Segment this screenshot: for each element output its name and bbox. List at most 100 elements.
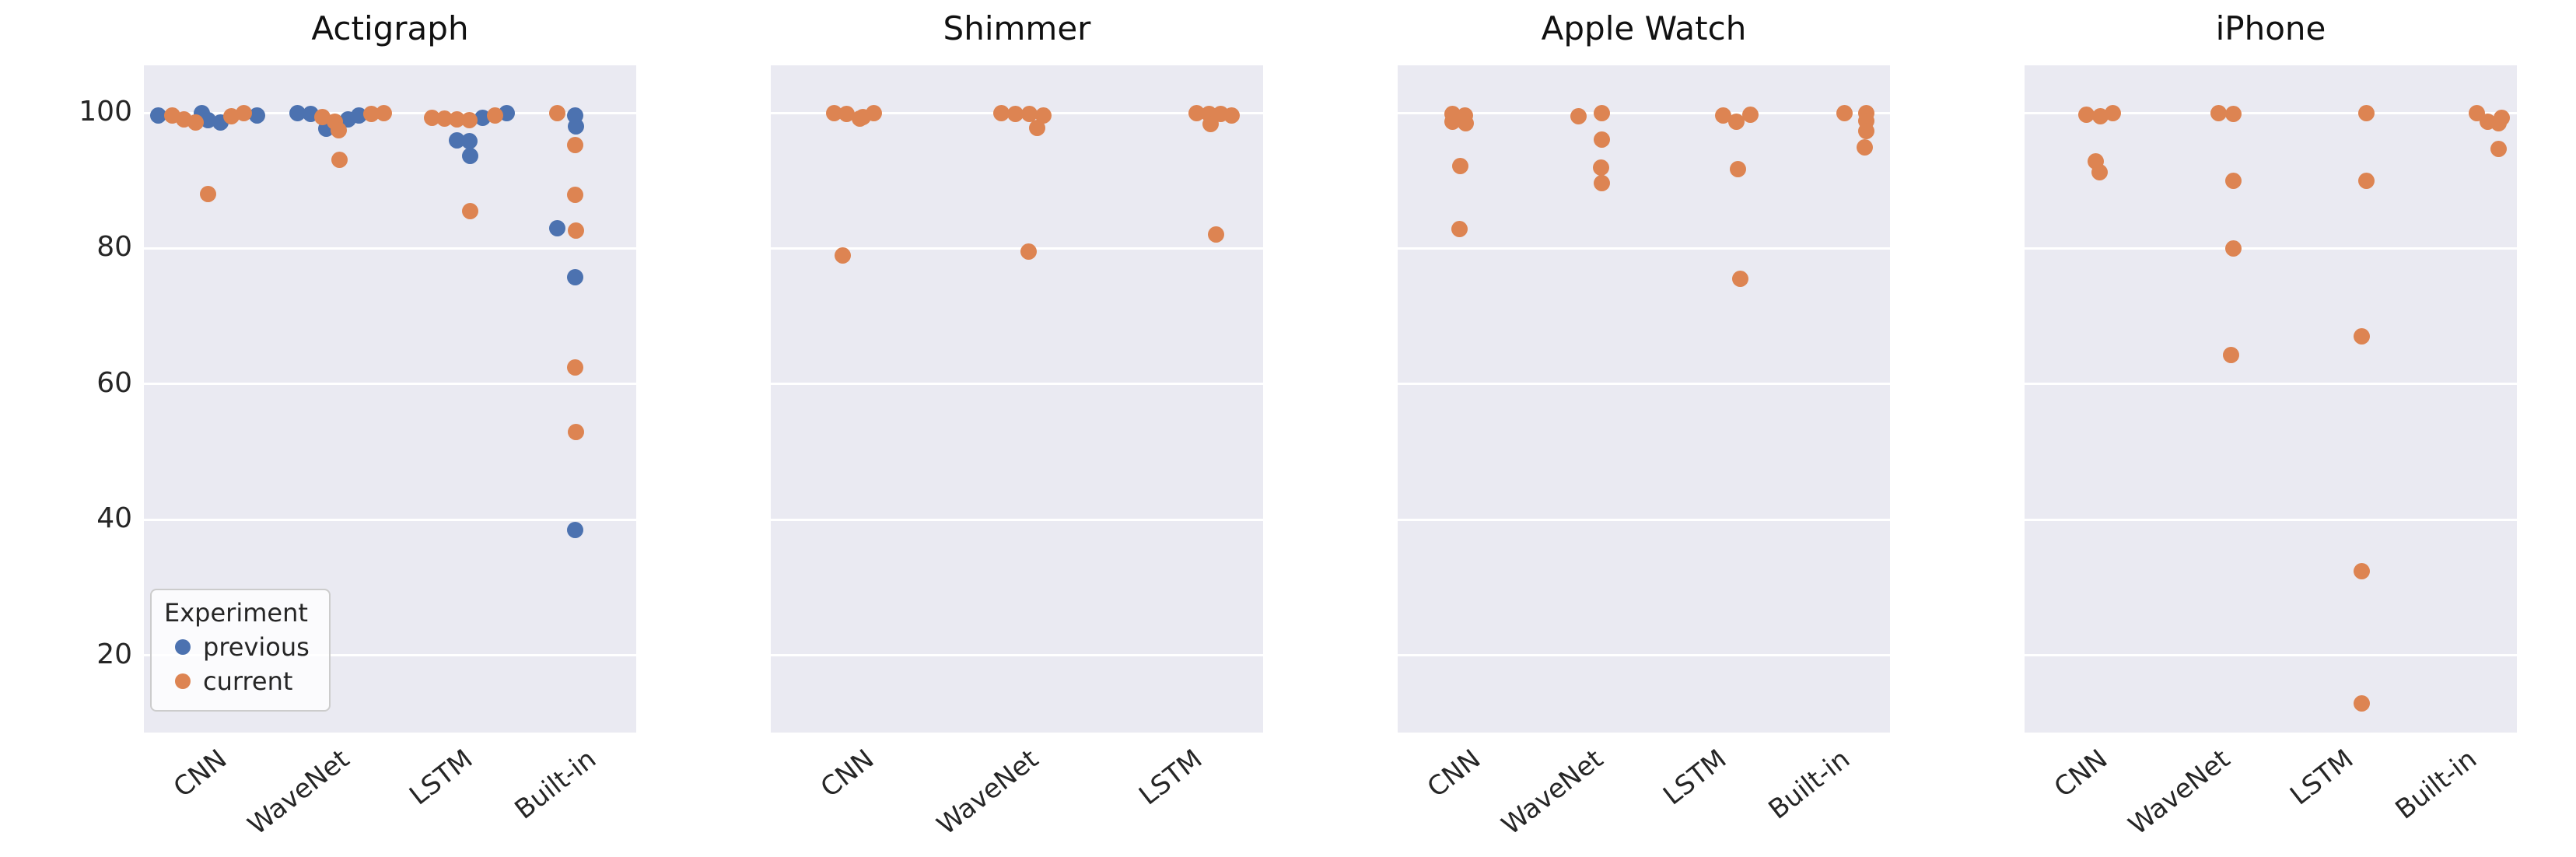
data-point-current	[1021, 106, 1038, 123]
data-point-current	[1188, 105, 1205, 122]
data-point-current	[1732, 271, 1749, 288]
plot-area-shimmer	[771, 65, 1263, 733]
data-point-current	[1836, 104, 1853, 121]
data-point-previous	[568, 117, 585, 135]
data-point-previous	[449, 132, 466, 149]
legend-marker-previous-icon	[175, 639, 191, 655]
data-point-current	[2077, 107, 2095, 124]
x-tick-label-wavenet: WaveNet	[1496, 743, 1610, 841]
x-tick-label-cnn: CNN	[814, 743, 880, 804]
gridline-60	[144, 383, 636, 386]
y-tick-label-80: 80	[96, 231, 132, 264]
data-point-current	[2358, 104, 2375, 121]
data-point-current	[2224, 240, 2242, 257]
x-tick-label-built-in: Built-in	[2389, 743, 2483, 826]
data-point-current	[2224, 106, 2242, 123]
gridline-80	[144, 247, 636, 250]
data-point-current	[424, 109, 441, 126]
y-tick-label-20: 20	[96, 638, 132, 670]
legend-label-previous: previous	[203, 632, 310, 662]
data-point-previous	[461, 133, 478, 150]
data-point-current	[449, 111, 466, 128]
data-point-current	[235, 105, 252, 122]
data-point-current	[222, 107, 240, 124]
data-point-current	[1208, 226, 1224, 243]
data-point-current	[567, 136, 584, 153]
data-point-previous	[462, 148, 479, 165]
legend-title: Experiment	[164, 598, 308, 628]
data-point-current	[1570, 107, 1587, 124]
data-point-current	[330, 122, 347, 139]
data-point-current	[487, 107, 504, 124]
data-point-current	[1020, 243, 1037, 261]
data-point-current	[2210, 105, 2227, 122]
data-point-previous	[567, 268, 584, 285]
data-point-current	[1444, 113, 1461, 130]
gridline-20	[1398, 654, 1890, 657]
data-point-previous	[289, 105, 306, 122]
plot-area-iphone	[2025, 65, 2517, 733]
data-point-current	[1742, 107, 1759, 124]
data-point-current	[1858, 123, 1875, 140]
data-point-current	[1857, 139, 1874, 156]
data-point-current	[826, 105, 842, 122]
data-point-current	[2091, 107, 2109, 124]
x-tick-label-wavenet: WaveNet	[2123, 743, 2237, 841]
gridline-80	[771, 247, 1263, 250]
y-tick-label-40: 40	[96, 502, 132, 535]
data-point-current	[1593, 104, 1610, 121]
data-point-previous	[549, 219, 566, 236]
data-point-current	[2091, 164, 2108, 181]
x-tick-label-cnn: CNN	[167, 743, 233, 804]
data-point-current	[835, 247, 851, 264]
data-point-previous	[248, 107, 265, 124]
data-point-current	[567, 187, 584, 204]
data-point-current	[1223, 107, 1240, 124]
data-point-current	[1593, 131, 1610, 148]
data-point-current	[461, 112, 478, 129]
data-point-current	[187, 114, 204, 131]
x-tick-label-lstm: LSTM	[1133, 743, 1209, 812]
data-point-previous	[474, 109, 492, 126]
y-tick-label-100: 100	[79, 96, 132, 128]
legend-label-current: current	[203, 666, 293, 696]
data-point-current	[852, 110, 868, 128]
x-tick-label-cnn: CNN	[1421, 743, 1486, 804]
gridline-20	[2025, 654, 2517, 657]
data-point-current	[2354, 695, 2371, 712]
gridline-80	[2025, 247, 2517, 250]
x-tick-label-wavenet: WaveNet	[930, 743, 1045, 841]
data-point-current	[1593, 175, 1610, 192]
data-point-current	[838, 106, 855, 123]
gridline-40	[2025, 518, 2517, 521]
x-tick-label-lstm: LSTM	[404, 743, 479, 812]
data-point-previous	[149, 107, 166, 124]
data-point-current	[1029, 119, 1045, 136]
data-point-current	[1715, 107, 1732, 124]
data-point-current	[199, 186, 216, 203]
x-tick-label-wavenet: WaveNet	[242, 743, 356, 841]
gridline-100	[2025, 111, 2517, 114]
legend-item-previous: previous	[175, 632, 315, 662]
panel-title-actigraph: Actigraph	[311, 9, 469, 47]
x-tick-label-cnn: CNN	[2048, 743, 2113, 804]
data-point-current	[1728, 113, 1745, 130]
data-point-current	[1592, 159, 1609, 177]
data-point-current	[1451, 158, 1468, 175]
data-point-current	[1451, 220, 1468, 237]
panel-title-shimmer: Shimmer	[943, 9, 1091, 47]
data-point-current	[1457, 114, 1474, 131]
data-point-current	[2490, 140, 2508, 157]
data-point-current	[1730, 160, 1747, 177]
data-point-current	[866, 105, 882, 122]
data-point-current	[331, 151, 348, 168]
data-point-current	[2224, 172, 2242, 189]
gridline-20	[144, 654, 636, 657]
panel-title-apple-watch: Apple Watch	[1541, 9, 1747, 47]
data-point-current	[2490, 114, 2508, 131]
data-point-current	[567, 359, 584, 376]
x-tick-label-built-in: Built-in	[1762, 743, 1856, 826]
data-point-current	[362, 106, 380, 123]
gridline-60	[771, 383, 1263, 386]
